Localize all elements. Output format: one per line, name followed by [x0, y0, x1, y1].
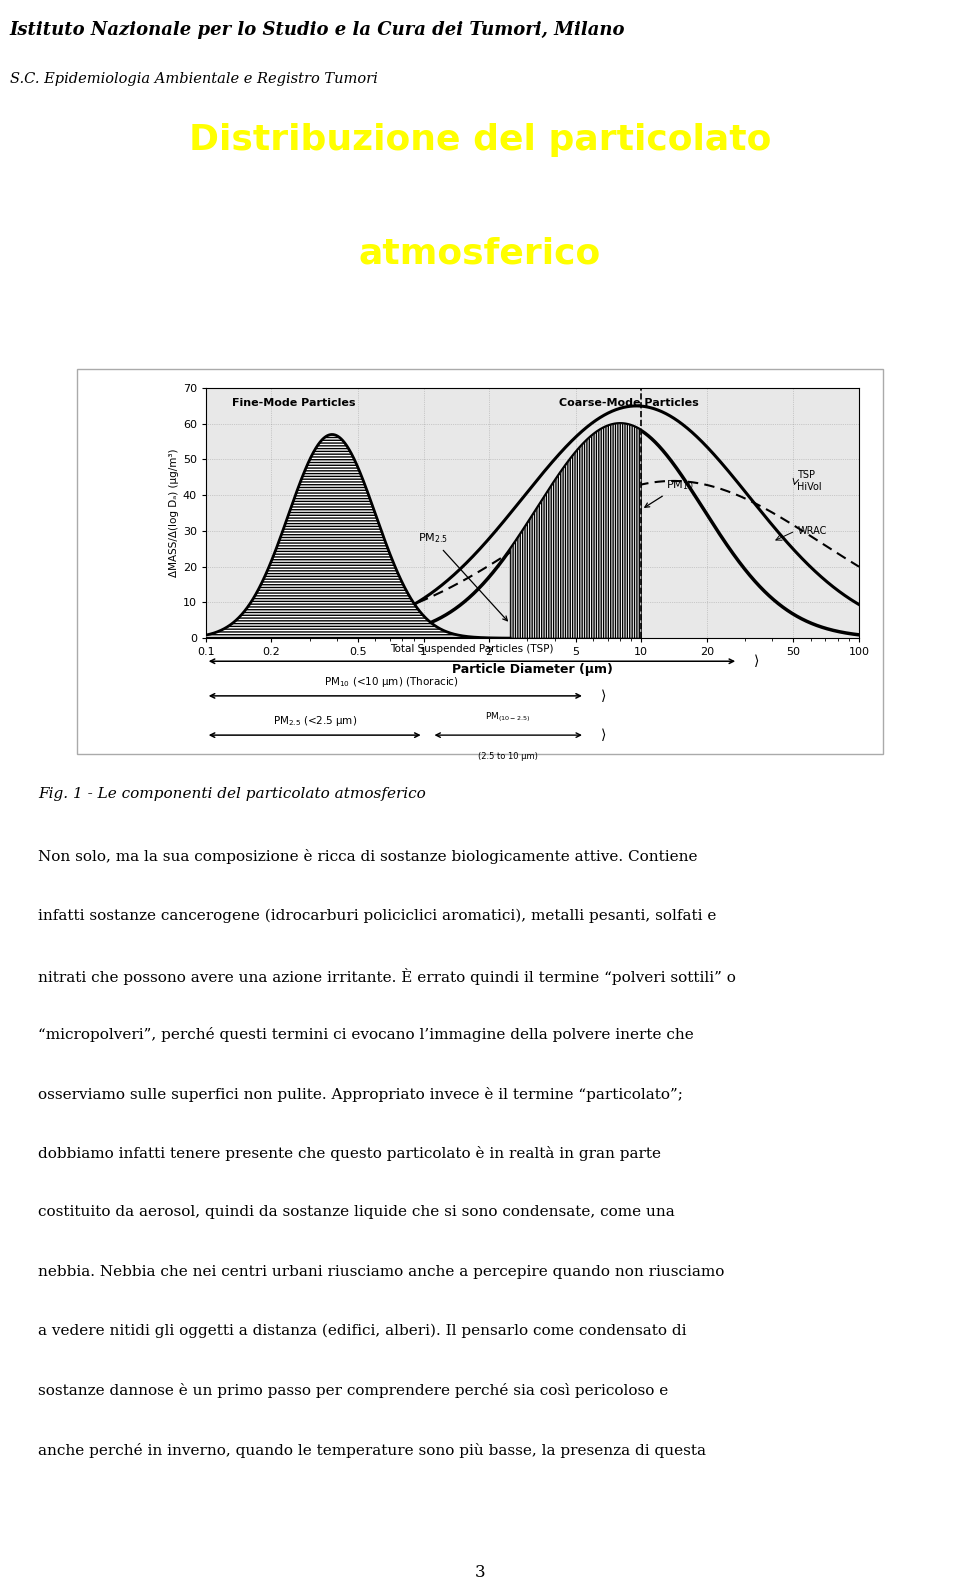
Text: PM$_{(10-2.5)}$: PM$_{(10-2.5)}$ [486, 710, 531, 724]
Text: infatti sostanze cancerogene (idrocarburi policiclici aromatici), metalli pesant: infatti sostanze cancerogene (idrocarbur… [38, 908, 717, 923]
Text: atmosferico: atmosferico [359, 235, 601, 270]
Text: nebbia. Nebbia che nei centri urbani riusciamo anche a percepire quando non rius: nebbia. Nebbia che nei centri urbani riu… [38, 1265, 725, 1279]
Text: PM$_{10}$: PM$_{10}$ [645, 477, 694, 508]
Text: costituito da aerosol, quindi da sostanze liquide che si sono condensate, come u: costituito da aerosol, quindi da sostanz… [38, 1206, 675, 1219]
Text: 3: 3 [474, 1564, 486, 1581]
Text: Fine-Mode Particles: Fine-Mode Particles [232, 398, 355, 407]
Y-axis label: ΔMASS/Δ(log Dₐ) (μg/m³): ΔMASS/Δ(log Dₐ) (μg/m³) [169, 449, 179, 578]
Polygon shape [511, 423, 641, 638]
Text: nitrati che possono avere una azione irritante. È errato quindi il termine “polv: nitrati che possono avere una azione irr… [38, 967, 736, 985]
Text: Fig. 1 - Le componenti del particolato atmosferico: Fig. 1 - Le componenti del particolato a… [38, 788, 426, 802]
Text: PM$_{10}$ (<10 μm) (Thoracic): PM$_{10}$ (<10 μm) (Thoracic) [324, 675, 459, 689]
Text: ⟩: ⟩ [601, 729, 607, 741]
Text: osserviamo sulle superfici non pulite. Appropriato invece è il termine “particol: osserviamo sulle superfici non pulite. A… [38, 1087, 684, 1101]
Text: sostanze dannose è un primo passo per comprendere perché sia così pericoloso e: sostanze dannose è un primo passo per co… [38, 1383, 669, 1398]
Text: (2.5 to 10 μm): (2.5 to 10 μm) [478, 751, 539, 760]
Text: PM$_{2.5}$: PM$_{2.5}$ [418, 531, 508, 620]
Polygon shape [205, 434, 510, 638]
Text: ⟩: ⟩ [755, 654, 759, 668]
Text: Distribuzione del particolato: Distribuzione del particolato [189, 124, 771, 158]
Text: Total Suspended Particles (TSP): Total Suspended Particles (TSP) [390, 644, 554, 654]
Text: “micropolveri”, perché questi termini ci evocano l’immagine della polvere inerte: “micropolveri”, perché questi termini ci… [38, 1028, 694, 1042]
X-axis label: Particle Diameter (μm): Particle Diameter (μm) [452, 663, 612, 676]
Text: ⟩: ⟩ [601, 689, 607, 703]
Text: TSP
HiVol: TSP HiVol [797, 469, 822, 492]
Text: Coarse-Mode Particles: Coarse-Mode Particles [559, 398, 698, 407]
Text: S.C. Epidemiologia Ambientale e Registro Tumori: S.C. Epidemiologia Ambientale e Registro… [10, 72, 377, 86]
Text: WRAC: WRAC [797, 527, 827, 536]
Text: a vedere nitidi gli oggetti a distanza (edifici, alberi). Il pensarlo come conde: a vedere nitidi gli oggetti a distanza (… [38, 1324, 687, 1338]
Text: PM$_{2.5}$ (<2.5 μm): PM$_{2.5}$ (<2.5 μm) [273, 714, 357, 729]
Text: Non solo, ma la sua composizione è ricca di sostanze biologicamente attive. Cont: Non solo, ma la sua composizione è ricca… [38, 850, 698, 864]
FancyBboxPatch shape [77, 369, 883, 754]
Text: anche perché in inverno, quando le temperature sono più basse, la presenza di qu: anche perché in inverno, quando le tempe… [38, 1443, 707, 1457]
Text: dobbiamo infatti tenere presente che questo particolato è in realtà in gran part: dobbiamo infatti tenere presente che que… [38, 1146, 661, 1161]
Text: Istituto Nazionale per lo Studio e la Cura dei Tumori, Milano: Istituto Nazionale per lo Studio e la Cu… [10, 21, 625, 38]
